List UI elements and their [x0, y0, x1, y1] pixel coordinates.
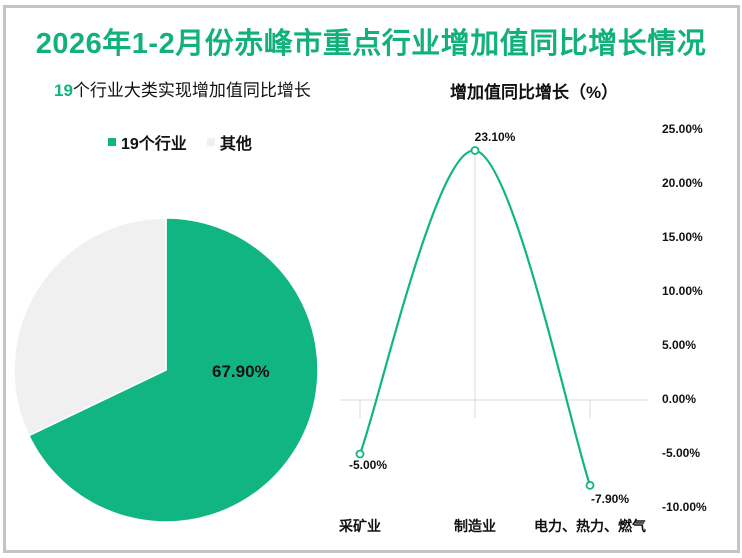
page-title: 2026年1-2月份赤峰市重点行业增加值同比增长情况	[35, 28, 707, 60]
pie-chart	[13, 217, 319, 523]
data-point-marker	[355, 449, 365, 459]
pie-subtitle-count: 19	[54, 81, 73, 100]
pie-subtitle: 19个行业大类实现增加值同比增长	[54, 76, 311, 101]
data-value-label: -7.90%	[590, 492, 630, 506]
x-category-label: 采矿业	[339, 518, 381, 534]
legend-label: 19个行业	[121, 136, 187, 153]
data-value-label: 23.10%	[474, 130, 516, 144]
pie-slice	[27, 217, 319, 523]
y-tick-label: 5.00%	[662, 338, 697, 352]
legend-item-other: 其他	[206, 130, 252, 154]
data-value-label: -5.00%	[348, 458, 388, 472]
y-tick-label: 20.00%	[662, 176, 703, 190]
data-point-marker	[585, 480, 595, 490]
y-tick-label: 15.00%	[662, 230, 703, 244]
line-chart	[340, 146, 648, 490]
pie-slice	[13, 217, 167, 437]
legend-swatch-icon	[206, 138, 215, 146]
y-tick-label: -10.00%	[662, 500, 707, 514]
chart-frame	[3, 5, 740, 553]
legend-label: 其他	[219, 136, 252, 153]
y-tick-label: 0.00%	[662, 392, 697, 406]
data-point-marker	[470, 146, 480, 155]
x-category-label: 电力、热力、燃气	[534, 518, 646, 534]
line-subtitle: 增加值同比增长（%）	[450, 83, 619, 102]
y-tick-label: 10.00%	[662, 284, 703, 298]
y-tick-label: -5.00%	[662, 446, 701, 460]
legend-item-19-industries: 19个行业	[108, 130, 187, 154]
pie-legend: 19个行业 其他	[108, 130, 266, 154]
pie-slice-label: 67.90%	[212, 362, 270, 381]
pie-subtitle-text: 个行业大类实现增加值同比增长	[72, 81, 311, 100]
legend-swatch-icon	[108, 138, 116, 146]
x-category-label: 制造业	[454, 518, 496, 534]
y-tick-label: 25.00%	[662, 122, 703, 136]
